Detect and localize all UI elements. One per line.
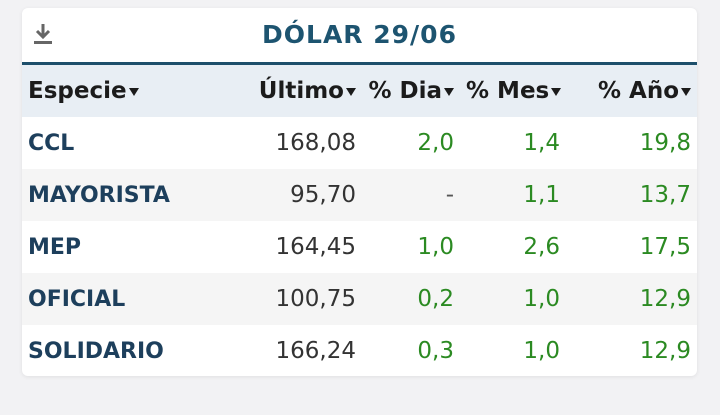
species: CCL	[28, 130, 75, 156]
percent-change: -	[362, 169, 460, 221]
sort-arrow[interactable]	[551, 87, 562, 96]
sort-arrow[interactable]	[346, 87, 356, 96]
last-price: 168,08	[275, 130, 356, 156]
column-label: % Año	[597, 78, 679, 104]
row: OFICIAL 100,75 0,2 1,0 12,9	[22, 273, 697, 325]
percent-change: 2,6	[523, 234, 560, 260]
percent-change: 1,0	[523, 338, 560, 364]
column-header[interactable]: % Año	[566, 65, 697, 117]
row: MEP 164,45 1,0 2,6 17,5	[22, 221, 697, 273]
header-row: Especie Último % Dia % Mes % Año	[22, 65, 697, 117]
column-header[interactable]: Especie	[22, 65, 222, 117]
percent-change: 1,0	[460, 273, 566, 325]
percent-change: 1,0	[417, 234, 454, 260]
widget-header: DÓLAR 29/06	[22, 8, 697, 65]
column-header[interactable]: % Mes	[460, 65, 566, 117]
percent-change: 17,5	[639, 234, 691, 260]
quotes-table: Especie Último % Dia % Mes % Año CCL 168,08 2,…	[22, 65, 697, 376]
column-header[interactable]: Último	[222, 65, 362, 117]
percent-change: 0,2	[362, 273, 460, 325]
last-price: 166,24	[275, 338, 356, 364]
percent-change: 2,0	[417, 130, 454, 156]
species: MAYORISTA	[22, 169, 222, 221]
sort-arrow[interactable]	[444, 87, 454, 96]
column-label: Especie	[28, 78, 127, 104]
column-header[interactable]: % Dia	[362, 65, 460, 117]
last-price: 95,70	[222, 169, 362, 221]
percent-change: 19,8	[639, 130, 691, 156]
percent-change: 1,4	[523, 130, 560, 156]
percent-change: 13,7	[566, 169, 697, 221]
percent-change: 12,9	[639, 338, 691, 364]
species: MEP	[28, 234, 82, 260]
sort-arrow[interactable]	[681, 87, 691, 96]
percent-change: 1,1	[460, 169, 566, 221]
sort-arrow[interactable]	[128, 87, 139, 96]
last-price: 100,75	[222, 273, 362, 325]
column-label: % Mes	[466, 78, 550, 104]
row: CCL 168,08 2,0 1,4 19,8	[22, 117, 697, 169]
species: SOLIDARIO	[28, 338, 164, 364]
widget-card: DÓLAR 29/06 Especie Último % Dia % Mes % Año…	[22, 8, 697, 376]
last-price: 164,45	[275, 234, 356, 260]
percent-change: 0,3	[417, 338, 454, 364]
row: SOLIDARIO 166,24 0,3 1,0 12,9	[22, 325, 697, 376]
percent-change: 12,9	[566, 273, 697, 325]
download-icon[interactable]	[32, 22, 54, 46]
column-label: Último	[258, 78, 344, 104]
species: OFICIAL	[22, 273, 222, 325]
row: MAYORISTA 95,70-1,1 13,7	[22, 169, 697, 221]
title: DÓLAR 29/06	[262, 20, 457, 49]
column-label: % Dia	[368, 78, 442, 104]
